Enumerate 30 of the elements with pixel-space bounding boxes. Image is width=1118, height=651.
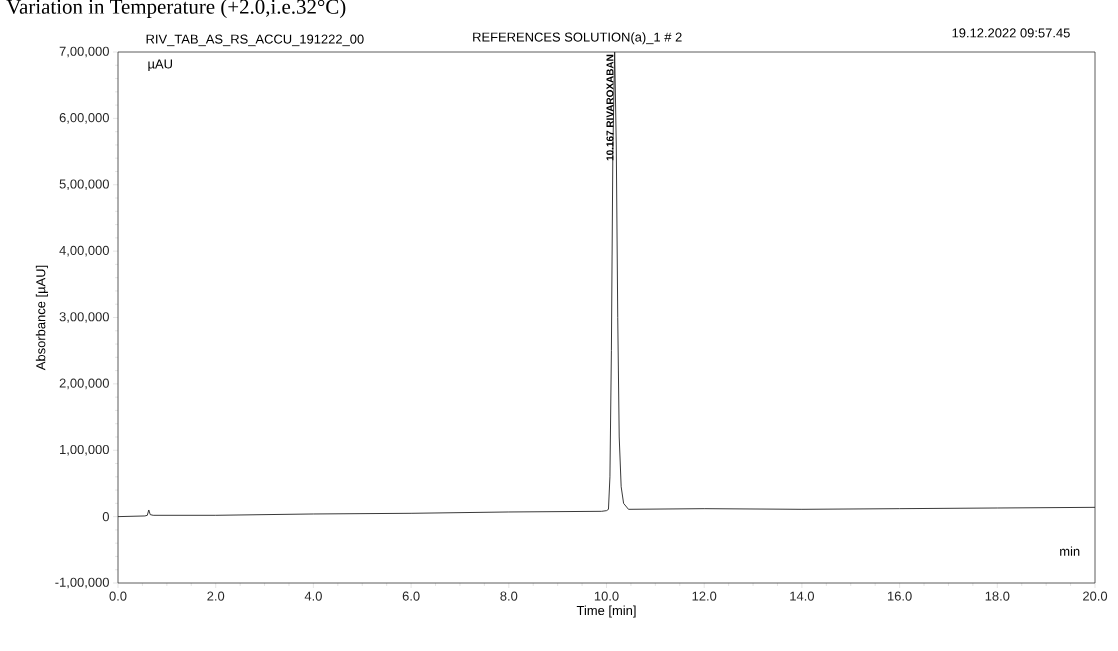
annotation: µAU (148, 59, 172, 72)
y-tick-label: 6,00,000 (59, 113, 109, 124)
x-axis-title: Time [min] (576, 605, 636, 618)
x-tick-label: 0.0 (109, 591, 127, 601)
y-tick-label: -1,00,000 (55, 577, 109, 589)
y-tick-label: 5,00,000 (59, 179, 109, 191)
x-tick-label: 12.0 (692, 591, 717, 601)
y-tick-label: 2,00,000 (59, 378, 109, 390)
text: 19.12.2022 09:57.45 (952, 28, 1070, 38)
x-tick-label: 2.0 (207, 591, 225, 601)
text: REFERENCES SOLUTION(a)_1 # 2 (473, 32, 682, 45)
x-tick-label: 20.0 (1083, 591, 1108, 601)
annotation: 10.167 RIVAROXABAN (606, 54, 614, 161)
y-tick-label: 4,00,000 (59, 245, 109, 257)
annotation: min (1060, 546, 1080, 556)
x-tick-label: 6.0 (402, 591, 420, 601)
x-tick-label: 10.0 (594, 591, 619, 601)
line-series (117, 51, 1096, 518)
x-tick-label: 16.0 (887, 591, 912, 601)
x-tick-label: 8.0 (500, 591, 518, 601)
chart-title: Variation in Temperature (+2.0,i.e.32°C) (6, 0, 346, 19)
y-tick-label: 7,00,000 (59, 46, 109, 58)
text: RIV_TAB_AS_RS_ACCU_191222_00 (146, 34, 364, 47)
y-tick-label: 1,00,000 (60, 444, 109, 456)
x-tick-label: 14.0 (790, 591, 815, 601)
x-tick-label: 4.0 (304, 591, 322, 601)
y-tick-label: 0 (102, 512, 109, 522)
y-axis-title: Absorbance [µAU] (35, 265, 48, 371)
x-tick-label: 18.0 (985, 591, 1010, 601)
y-tick-label: 3,00,000 (59, 312, 109, 323)
